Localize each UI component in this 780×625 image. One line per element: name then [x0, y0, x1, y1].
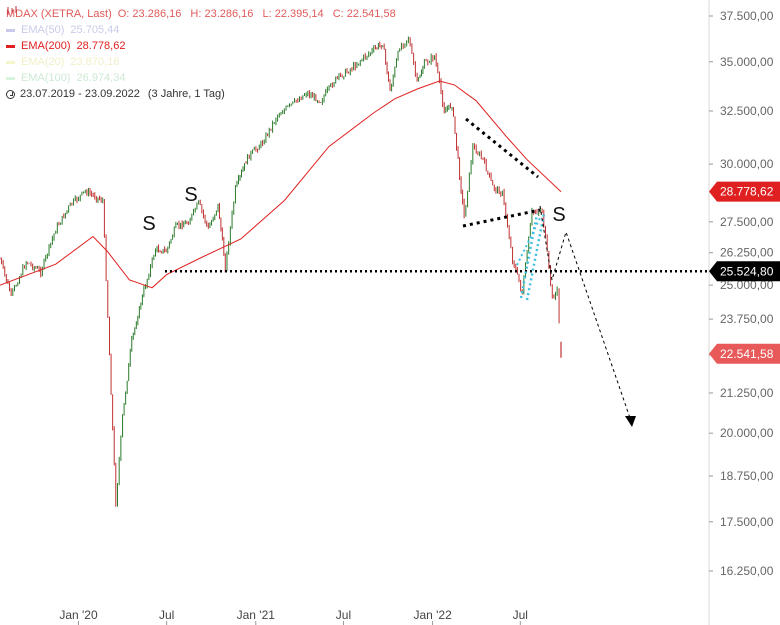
- y-tick-label: 37.500,00: [720, 9, 774, 23]
- ohlc-values: O: 23.286,16 H: 23.286,16 L: 22.395,14 C…: [118, 6, 402, 22]
- y-tick-label: 25.000,00: [720, 278, 774, 292]
- ema100-swatch: [6, 76, 15, 80]
- ema20-label: EMA(20): [21, 56, 65, 68]
- series-layer: [0, 36, 562, 507]
- ema200-price-tag-label: 28.778,62: [720, 185, 774, 199]
- legend-ema100-row[interactable]: EMA(100) 26.974,34: [6, 70, 402, 86]
- ema200-label: EMA(200): [21, 40, 71, 52]
- ema200-swatch: [6, 44, 15, 48]
- x-tick-label: Jan '21: [237, 608, 276, 622]
- ema200-line: [0, 80, 562, 289]
- forecast-arrowhead: [625, 416, 636, 427]
- tag-layer: 28.778,62 25.524,80 22.541,58: [709, 181, 780, 364]
- instrument-name: MDAX (XETRA, Last): [6, 8, 112, 20]
- legend: MDAX (XETRA, Last) O: 23.286,16 H: 23.28…: [6, 6, 402, 102]
- x-tick-label: Jan '20: [59, 608, 98, 622]
- ema100-value: 26.974,34: [76, 72, 126, 84]
- support-price-tag: 25.524,80: [709, 261, 780, 282]
- y-tick-label: 17.500,00: [720, 515, 774, 529]
- ohlc-open: O: 23.286,16: [117, 8, 182, 20]
- support-price-tag-bg: [709, 261, 780, 282]
- ema200-price-tag-bg: [709, 181, 780, 202]
- ema20-value: 23.870,16: [70, 56, 120, 68]
- x-tick-label: Jul: [159, 608, 174, 622]
- legend-ema20-row[interactable]: EMA(20) 23.870,16: [6, 54, 402, 70]
- date-range: 23.07.2019 - 23.09.2022: [20, 88, 140, 100]
- support-price-tag-label: 25.524,80: [720, 264, 774, 278]
- y-tick-label: 21.250,00: [720, 386, 774, 400]
- x-tick-label: Jul: [513, 608, 528, 622]
- ema50-value: 25.705,44: [70, 24, 120, 36]
- ema50-label: EMA(50): [21, 24, 65, 36]
- shoulder-label: S: [184, 184, 197, 206]
- ema200-value: 28.778,62: [76, 40, 126, 52]
- last-price-tag-label: 22.541,58: [720, 347, 774, 361]
- clock-icon: [6, 89, 15, 99]
- y-tick-label: 26.250,00: [720, 246, 774, 260]
- x-tick-label: Jul: [336, 608, 351, 622]
- ohlc-bars-icon: [7, 6, 17, 15]
- y-tick-label: 18.750,00: [720, 469, 774, 483]
- ohlc-close: C: 22.541,58: [332, 8, 396, 20]
- ema50-swatch: [6, 28, 15, 32]
- ema100-label: EMA(100): [21, 72, 71, 84]
- period: (3 Jahre, 1 Tag): [147, 88, 225, 100]
- legend-ema50-row[interactable]: EMA(50) 25.705,44: [6, 22, 402, 38]
- y-tick-label: 27.500,00: [720, 215, 774, 229]
- axis-layer: 16.250,00 17.500,00 18.750,00 20.000,00 21.2…: [59, 0, 774, 625]
- price-candles: [0, 36, 562, 507]
- ema20-swatch: [6, 60, 15, 64]
- legend-ema200-row[interactable]: EMA(200) 28.778,62: [6, 38, 402, 54]
- ohlc-low: L: 22.395,14: [262, 8, 324, 20]
- ohlc-high: H: 23.286,16: [190, 8, 254, 20]
- channel-mid-line: [516, 217, 541, 266]
- y-tick-label: 32.500,00: [720, 104, 774, 118]
- y-tick-label: 20.000,00: [720, 426, 774, 440]
- triangle-upper-line: [465, 117, 539, 179]
- forecast-path: [539, 205, 631, 419]
- y-tick-label: 35.000,00: [720, 55, 774, 69]
- y-tick-label: 30.000,00: [720, 157, 774, 171]
- legend-instrument-row: MDAX (XETRA, Last) O: 23.286,16 H: 23.28…: [6, 6, 402, 22]
- x-tick-label: Jan '22: [413, 608, 452, 622]
- ema200-price-tag: 28.778,62: [709, 181, 780, 202]
- shoulder-label: S: [142, 213, 155, 235]
- last-price-tag-bg: [709, 343, 780, 364]
- y-tick-label: 16.250,00: [720, 564, 774, 578]
- triangle-lower-line: [462, 208, 541, 228]
- shoulder-label: S: [552, 204, 565, 226]
- annotation-layer: S S S: [142, 117, 709, 427]
- legend-range-row: 23.07.2019 - 23.09.2022 (3 Jahre, 1 Tag): [6, 86, 402, 102]
- last-price-tag: 22.541,58: [709, 343, 780, 364]
- y-tick-label: 23.750,00: [720, 312, 774, 326]
